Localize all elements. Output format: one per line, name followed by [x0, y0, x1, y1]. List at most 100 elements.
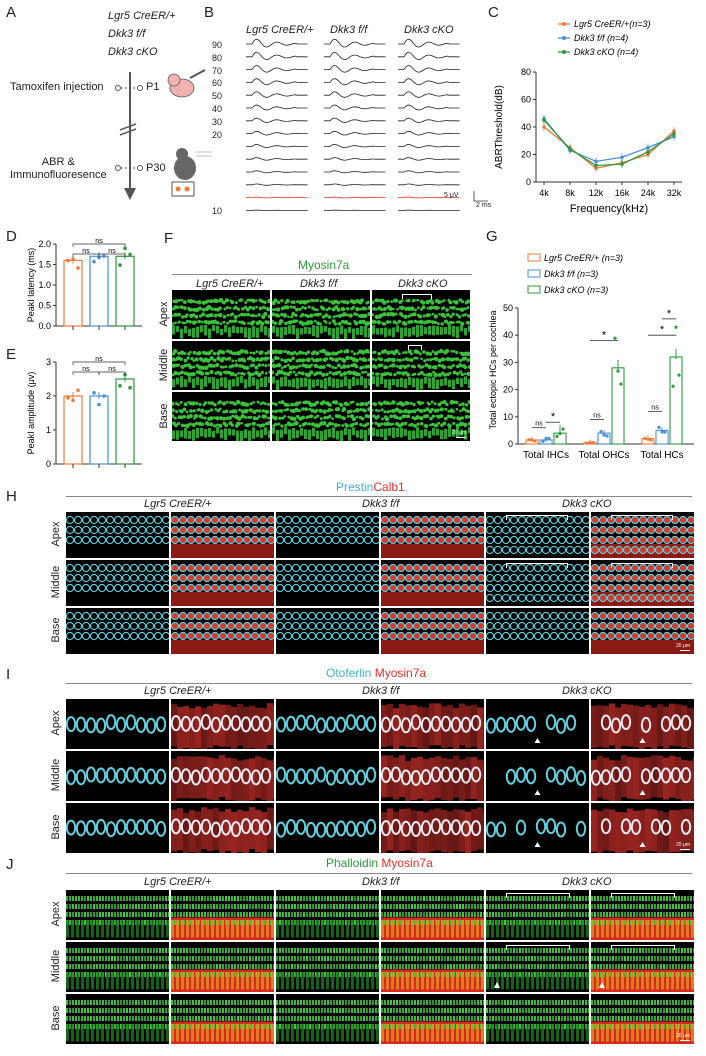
cell [318, 904, 320, 909]
j-col-1: Lgr5 CreER/+ [144, 876, 212, 888]
cell [612, 896, 614, 901]
cell [228, 948, 230, 953]
cell [389, 414, 393, 419]
cell [171, 536, 179, 544]
cell [105, 904, 107, 909]
step-2-text: ABR & Immunofluoresence [10, 156, 107, 181]
cell [424, 376, 427, 384]
cell [273, 956, 274, 961]
abr-trace [398, 196, 460, 199]
cell [495, 956, 497, 961]
cell [258, 306, 263, 311]
cell [303, 363, 309, 369]
cell [391, 422, 395, 426]
cell [97, 611, 107, 621]
cell [615, 632, 623, 640]
cell [525, 964, 527, 969]
cell [95, 818, 107, 835]
cell [309, 920, 311, 925]
cell [396, 563, 406, 573]
cell [288, 320, 293, 325]
cell [663, 546, 671, 554]
cell [581, 545, 589, 555]
cell [279, 370, 284, 375]
cell [662, 611, 672, 621]
cell [376, 972, 379, 990]
cell [266, 410, 270, 414]
cell [447, 904, 449, 909]
abr-trace [324, 183, 386, 186]
micrograph-tile [172, 392, 270, 441]
cell [303, 964, 305, 969]
cell [476, 611, 484, 621]
cell [244, 301, 248, 304]
cell [686, 583, 694, 593]
cell [273, 321, 278, 326]
micrograph-tile [66, 751, 169, 801]
abr-trace [398, 144, 460, 149]
cell [459, 307, 465, 312]
cell [504, 964, 506, 969]
cell [165, 896, 167, 901]
cell [687, 904, 689, 909]
cell [226, 631, 236, 641]
cell [257, 313, 261, 317]
cell [522, 904, 524, 909]
cell [246, 912, 248, 917]
cell [111, 912, 113, 917]
cell [441, 972, 444, 990]
cell [549, 535, 559, 545]
cell [622, 593, 632, 603]
micrograph-tile [486, 751, 589, 801]
cell [493, 545, 503, 555]
cell [399, 956, 401, 961]
cell [263, 356, 268, 362]
cell [201, 807, 207, 850]
cell [261, 401, 265, 405]
cell [607, 564, 615, 572]
cell [606, 896, 608, 901]
cell [537, 904, 539, 909]
cell [219, 574, 227, 582]
cell [440, 715, 452, 732]
cell [216, 896, 218, 901]
cell [477, 956, 479, 961]
cell [543, 896, 545, 901]
micrograph-tile [276, 699, 379, 749]
cell [405, 904, 407, 909]
cell [276, 766, 287, 783]
cell [321, 948, 323, 953]
cell [663, 812, 669, 853]
cell [393, 964, 395, 969]
cell [242, 563, 252, 573]
cell [195, 948, 197, 953]
cell [333, 322, 338, 326]
cell [230, 766, 242, 783]
cell [78, 956, 80, 961]
cell [320, 379, 323, 389]
cell [355, 313, 359, 317]
cell [249, 956, 251, 961]
cell [630, 563, 640, 573]
cell [573, 904, 575, 909]
cell [246, 312, 251, 317]
cell [645, 904, 647, 909]
cell [228, 896, 230, 901]
cell [460, 573, 470, 583]
cell [336, 307, 341, 312]
cell [101, 920, 104, 938]
cell [195, 401, 199, 405]
c-x-tick-label: 16k [615, 188, 630, 198]
cell [428, 563, 438, 573]
cell [693, 810, 694, 853]
cell [660, 912, 662, 917]
cell [498, 956, 500, 961]
cell [161, 920, 164, 938]
cell [396, 920, 399, 938]
cell [363, 535, 373, 545]
bar-dot [92, 259, 96, 264]
cell [624, 920, 626, 925]
cell [397, 371, 402, 375]
cell [113, 611, 123, 621]
